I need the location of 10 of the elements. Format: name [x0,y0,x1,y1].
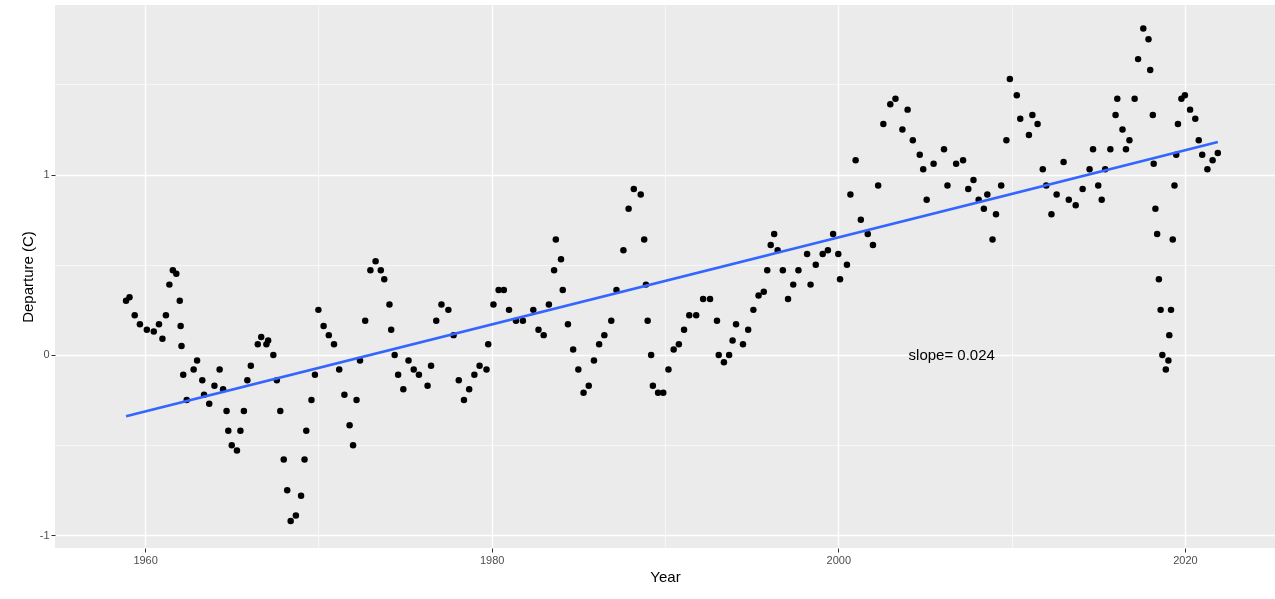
y-axis-title: Departure (C) [18,231,36,323]
x-tick-label: 1960 [133,553,158,566]
y-tick-label: 0 [43,348,50,361]
x-tick-label: 2000 [826,553,852,566]
y-tick-label: 1 [43,168,50,181]
y-tick-label: -1 [39,528,50,541]
annotation: slope= 0.024 [908,346,995,364]
x-tick-label: 1980 [479,553,505,566]
x-tick-label: 2020 [1173,553,1198,566]
x-axis-title: Year [650,567,681,585]
